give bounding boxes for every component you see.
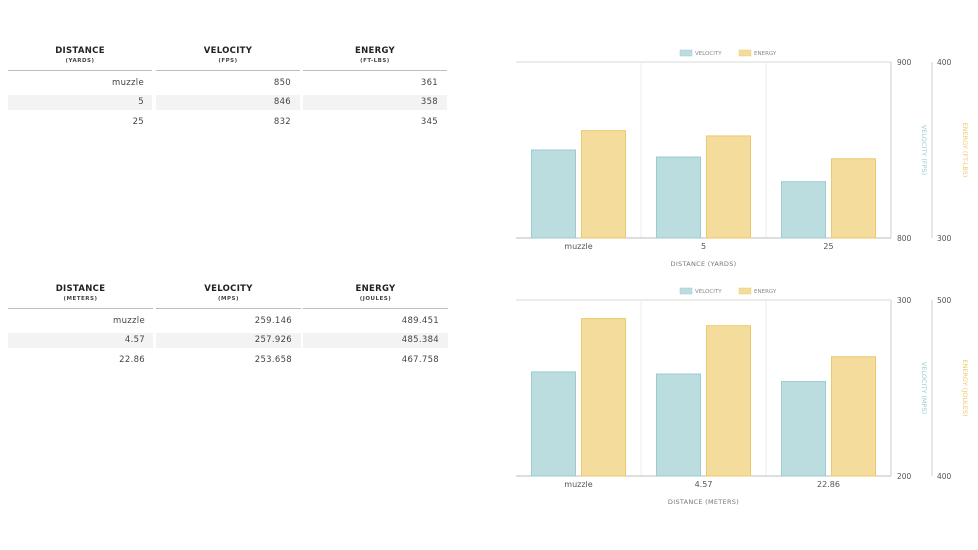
y-tick-label: 300: [897, 296, 912, 305]
y-tick-label: 200: [897, 472, 912, 481]
table-cell: 467.758: [401, 355, 439, 365]
legend-label-energy: ENERGY: [754, 51, 777, 57]
energy-bar: [706, 325, 751, 477]
x-axis-label: DISTANCE (METERS): [668, 498, 739, 506]
y-axis-label: VELOCITY (FPS): [920, 125, 928, 175]
y-tick-label: 800: [897, 234, 912, 243]
y2-tick-label: 500: [937, 296, 952, 305]
legend-swatch-velocity: [679, 287, 693, 295]
col-header-title: ENERGY: [355, 284, 396, 294]
velocity-bar: [531, 371, 576, 477]
header-divider: [156, 308, 301, 309]
energy-bar: [831, 158, 876, 239]
energy-bar: [831, 356, 876, 477]
row-stripe: [303, 95, 447, 110]
row-stripe: [156, 95, 300, 110]
y-axis-label: VELOCITY (MPS): [920, 362, 928, 414]
table-cell: 253.658: [254, 355, 292, 365]
velocity-bar: [656, 156, 701, 239]
x-axis-label: DISTANCE (YARDS): [671, 260, 737, 268]
energy-bar: [706, 135, 751, 239]
col-header-title: DISTANCE: [55, 46, 105, 56]
row-stripe: [156, 333, 301, 348]
legend-swatch-energy: [738, 49, 752, 57]
table-cell: 832: [273, 117, 291, 127]
y2-tick-label: 300: [937, 234, 952, 243]
header-divider: [8, 308, 153, 309]
row-stripe: [8, 333, 153, 348]
legend-swatch-velocity: [679, 49, 693, 57]
legend-label-velocity: VELOCITY: [695, 289, 722, 295]
table-cell: 25: [132, 117, 144, 127]
col-header-unit: (MPS): [218, 296, 239, 302]
velocity-bar: [656, 373, 701, 477]
x-tick-label: 5: [701, 242, 706, 251]
legend-swatch-energy: [738, 287, 752, 295]
table-cell: 361: [420, 78, 438, 88]
table-cell: 489.451: [401, 316, 439, 326]
row-stripe: [303, 333, 448, 348]
col-header-unit: (JOULES): [359, 296, 392, 302]
x-tick-label: 25: [823, 242, 833, 251]
table-cell: 485.384: [401, 335, 439, 345]
table-cell: 257.926: [254, 335, 292, 345]
legend-label-energy: ENERGY: [754, 289, 777, 295]
table-cell: 5: [138, 97, 144, 107]
col-header-title: VELOCITY: [203, 46, 253, 56]
x-tick-label: 22.86: [817, 480, 840, 489]
col-header-energy: ENERGY (FT-LBS): [303, 46, 447, 64]
x-tick-label: muzzle: [564, 242, 592, 251]
energy-bar: [581, 318, 626, 477]
table-cell: muzzle: [112, 78, 144, 88]
col-header-unit: (YARDS): [65, 58, 95, 64]
y-tick-label: 900: [897, 58, 912, 67]
header-divider: [156, 70, 300, 71]
table-cell: 850: [273, 78, 291, 88]
table-cell: 4.57: [124, 335, 145, 345]
col-header-unit: (FT-LBS): [360, 58, 390, 64]
y2-tick-label: 400: [937, 58, 952, 67]
col-header-distance: DISTANCE (METERS): [8, 284, 153, 302]
y2-axis-label: ENERGY (FT-LBS): [961, 123, 969, 178]
col-header-velocity: VELOCITY (FPS): [156, 46, 300, 64]
table-cell: 846: [273, 97, 291, 107]
header-divider: [303, 308, 448, 309]
x-tick-label: muzzle: [564, 480, 592, 489]
col-header-energy: ENERGY (JOULES): [303, 284, 448, 302]
velocity-bar: [781, 181, 826, 239]
table-cell: muzzle: [113, 316, 145, 326]
energy-bar: [581, 130, 626, 239]
row-stripe: [8, 95, 152, 110]
header-divider: [303, 70, 447, 71]
table-cell: 259.146: [254, 316, 292, 326]
legend-label-velocity: VELOCITY: [695, 51, 722, 57]
table-cell: 358: [420, 97, 438, 107]
y2-tick-label: 400: [937, 472, 952, 481]
table-cell: 345: [420, 117, 438, 127]
y2-axis-label: ENERGY (JOULES): [961, 359, 969, 416]
velocity-bar: [781, 381, 826, 477]
table-cell: 22.86: [119, 355, 145, 365]
x-tick-label: 4.57: [695, 480, 713, 489]
header-divider: [8, 70, 152, 71]
col-header-title: DISTANCE: [55, 284, 106, 294]
col-header-unit: (METERS): [63, 296, 98, 302]
col-header-velocity: VELOCITY (MPS): [156, 284, 301, 302]
velocity-bar: [531, 149, 576, 239]
col-header-title: ENERGY: [354, 46, 396, 56]
col-header-distance: DISTANCE (YARDS): [8, 46, 152, 64]
col-header-title: VELOCITY: [204, 284, 253, 294]
col-header-unit: (FPS): [218, 58, 238, 64]
